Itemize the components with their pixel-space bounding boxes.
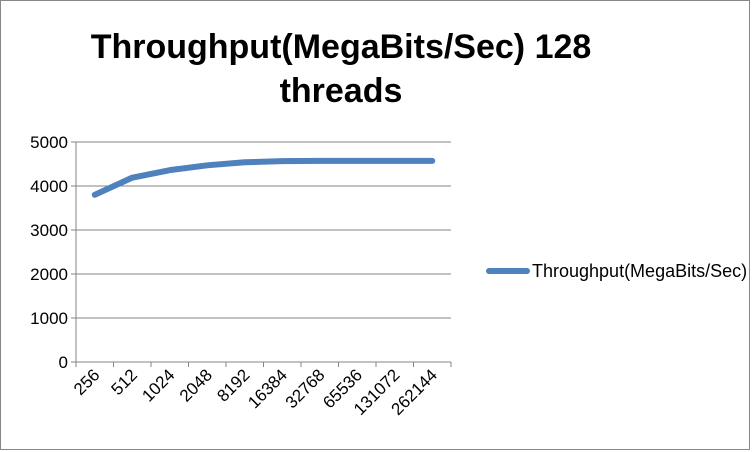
series-line-0 (91, 157, 436, 198)
gridlines (71, 141, 451, 363)
y-tick-label-0: 0 (59, 353, 68, 372)
y-tick-labels: 0 1000 2000 3000 4000 5000 (30, 133, 68, 372)
y-tick-label-5000: 5000 (30, 133, 68, 152)
y-tick-label-3000: 3000 (30, 221, 68, 240)
axes (75, 142, 452, 367)
x-tick-label-256: 256 (70, 365, 103, 398)
x-tick-labels: 256 5121024204881921638432768655361310722… (70, 365, 441, 419)
y-tick-label-1000: 1000 (30, 309, 68, 328)
legend-label: Throughput(MegaBits/Sec) (532, 261, 748, 281)
x-tick-label-2048: 2048 (176, 365, 216, 405)
y-tick-label-4000: 4000 (30, 177, 68, 196)
x-tick-label-512: 512 (108, 365, 141, 398)
y-tick-label-2000: 2000 (30, 265, 68, 284)
x-tick-label-16384: 16384 (244, 365, 291, 412)
x-tick-label-1024: 1024 (138, 365, 178, 405)
x-tick-label-32768: 32768 (282, 365, 329, 412)
chart-title: Throughput(MegaBits/Sec) 128 threads (90, 28, 592, 110)
legend-swatch (486, 268, 530, 274)
series-group (91, 157, 436, 198)
